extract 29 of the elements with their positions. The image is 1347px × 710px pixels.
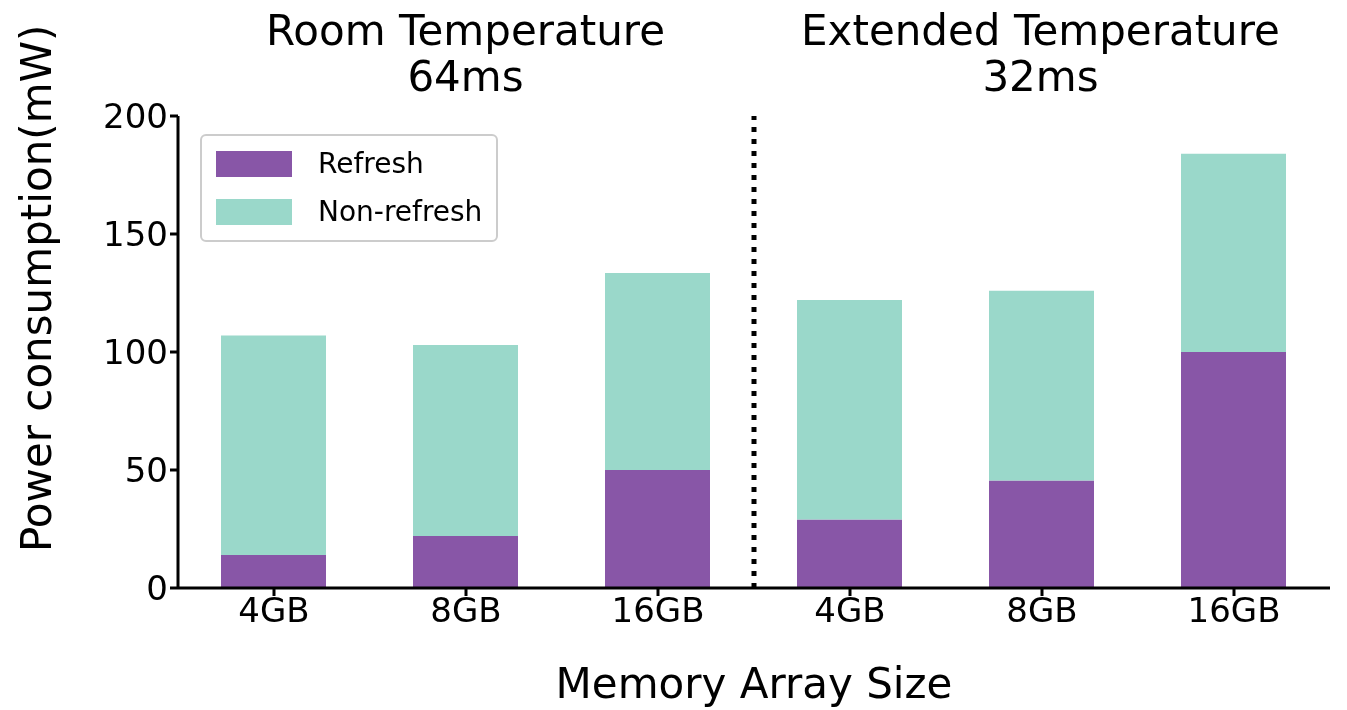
- x-tick-label: 8GB: [430, 590, 502, 631]
- x-tick-label: 4GB: [814, 590, 886, 631]
- x-tick-label: 4GB: [238, 590, 310, 631]
- legend-label: Non-refresh: [318, 194, 483, 230]
- bar: [605, 470, 710, 588]
- y-tick-label: 200: [103, 96, 168, 137]
- y-tick-label: 100: [103, 332, 168, 373]
- bar: [1181, 352, 1286, 588]
- y-tick-label: 150: [103, 214, 168, 255]
- bar: [797, 300, 902, 520]
- bar: [989, 480, 1094, 588]
- bar: [221, 335, 326, 555]
- x-tick-label: 16GB: [1187, 590, 1281, 631]
- bar: [221, 554, 326, 588]
- bar: [1181, 153, 1286, 352]
- bar: [797, 519, 902, 588]
- bar: [413, 536, 518, 588]
- y-tick-label: 0: [146, 568, 168, 609]
- legend-label: Refresh: [318, 146, 424, 182]
- x-tick-label: 8GB: [1006, 590, 1078, 631]
- y-axis-title: Power consumption(mW): [11, 24, 61, 552]
- y-tick-label: 50: [124, 450, 168, 491]
- bar: [605, 272, 710, 470]
- x-axis-title: Memory Array Size: [555, 659, 953, 708]
- text: Room Temperature 64ms: [265, 6, 666, 101]
- bar: [989, 290, 1094, 481]
- bar: [413, 344, 518, 537]
- text: Extended Temperature 32ms: [800, 6, 1281, 101]
- x-tick-label: 16GB: [611, 590, 705, 631]
